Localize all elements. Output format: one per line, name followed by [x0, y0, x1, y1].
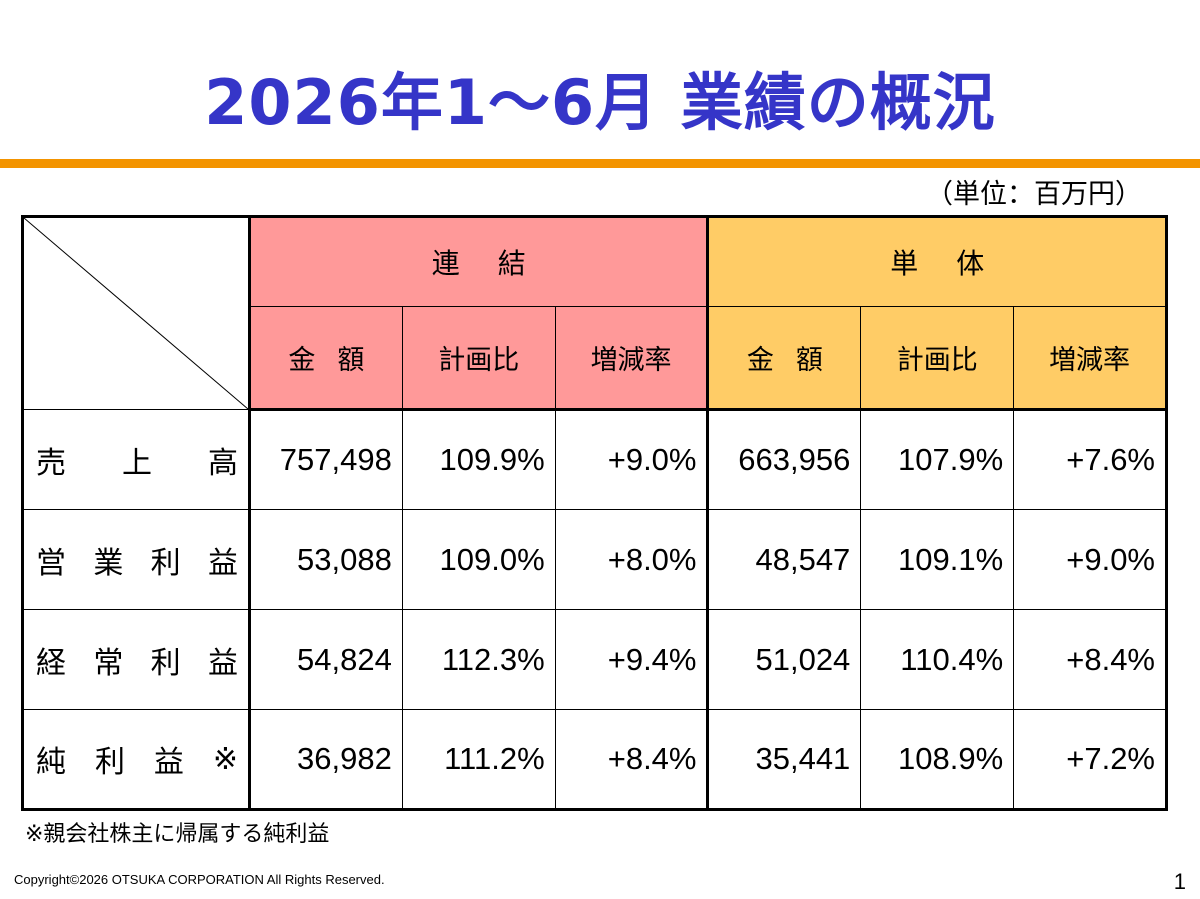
consolidated-plan-ratio: 109.0%	[401, 509, 556, 610]
row-label-char: 益	[207, 645, 238, 681]
single-plan-ratio: 109.1%	[860, 509, 1015, 610]
single-amount: 51,024	[706, 609, 862, 710]
table-row: 純 利 益 ※ 36,982 111.2% +8.4% 35,441 108.9…	[22, 709, 1167, 810]
single-change-rate: +8.4%	[1013, 609, 1167, 710]
group-header-row: 連結 単体	[22, 216, 1167, 410]
unit-note: （単位：百万円）	[926, 179, 1142, 210]
single-header: 単体	[706, 216, 1167, 307]
single-plan-ratio: 108.9%	[860, 709, 1015, 810]
single-amount-header: 金額	[706, 306, 862, 411]
row-label-char: 経	[36, 645, 66, 681]
row-label-char: 営	[36, 545, 66, 581]
consolidated-change-rate: +8.0%	[554, 509, 709, 610]
corner-cell	[22, 216, 251, 410]
consolidated-plan-ratio: 112.3%	[401, 609, 556, 710]
consolidated-change-rate-header: 増減率	[554, 306, 709, 411]
slide-title: 2026年1～6月 業績の概況	[204, 66, 996, 139]
single-change-rate: +7.6%	[1013, 409, 1167, 510]
row-label-char: 業	[93, 545, 124, 581]
single-change-rate: +7.2%	[1013, 709, 1167, 810]
consolidated-plan-ratio: 111.2%	[401, 709, 556, 810]
single-amount: 35,441	[706, 709, 862, 810]
row-label-char: 益	[153, 745, 184, 780]
single-plan-ratio: 107.9%	[860, 409, 1015, 510]
title-underline	[0, 159, 1200, 168]
row-label-char: 利	[94, 745, 125, 780]
consolidated-plan-ratio-header: 計画比	[401, 306, 556, 411]
row-label: 経 常 利 益	[22, 609, 251, 710]
consolidated-change-rate: +8.4%	[554, 709, 709, 810]
row-label-char: 常	[93, 645, 124, 681]
table-row: 営 業 利 益 53,088 109.0% +8.0% 48,547 109.1…	[22, 509, 1167, 610]
table-row: 売 上 高 757,498 109.9% +9.0% 663,956 107.9…	[22, 409, 1167, 510]
row-label-char: 利	[150, 645, 181, 681]
single-change-rate-header: 増減率	[1013, 306, 1167, 411]
footnote: ※親会社株主に帰属する純利益	[25, 822, 330, 847]
row-label: 営 業 利 益	[22, 509, 251, 610]
row-label-char: 益	[207, 545, 238, 581]
page-number: 1	[1173, 869, 1186, 894]
single-amount: 663,956	[706, 409, 862, 510]
consolidated-plan-ratio: 109.9%	[401, 409, 556, 510]
consolidated-amount: 36,982	[249, 709, 403, 810]
diagonal-line	[24, 218, 248, 409]
single-plan-ratio: 110.4%	[860, 609, 1015, 710]
row-label-char: 高	[208, 445, 238, 481]
consolidated-amount: 757,498	[249, 409, 403, 510]
single-change-rate: +9.0%	[1013, 509, 1167, 610]
row-label-char: 売	[36, 445, 66, 481]
row-label: 純 利 益 ※	[22, 709, 251, 810]
single-amount: 48,547	[706, 509, 862, 610]
row-label-char: ※	[212, 741, 238, 777]
row-label-char: 上	[122, 445, 152, 481]
consolidated-change-rate: +9.0%	[554, 409, 709, 510]
consolidated-amount: 54,824	[249, 609, 403, 710]
row-label: 売 上 高	[22, 409, 251, 510]
performance-table: 連結 単体 金額 計画比 増減率 金額 計画比 増減率 売 上 高 757,49…	[21, 215, 1168, 811]
column-header-row: 金額 計画比 増減率 金額 計画比 増減率	[23, 306, 1167, 411]
table-row: 経 常 利 益 54,824 112.3% +9.4% 51,024 110.4…	[22, 609, 1167, 710]
copyright-notice: Copyright©2026 OTSUKA CORPORATION All Ri…	[14, 872, 385, 887]
consolidated-amount-header: 金額	[249, 306, 403, 411]
consolidated-change-rate: +9.4%	[554, 609, 709, 710]
single-plan-ratio-header: 計画比	[860, 306, 1015, 411]
consolidated-amount: 53,088	[249, 509, 403, 610]
row-label-char: 純	[36, 745, 66, 780]
row-label-char: 利	[150, 545, 181, 581]
consolidated-header: 連結	[248, 216, 709, 307]
